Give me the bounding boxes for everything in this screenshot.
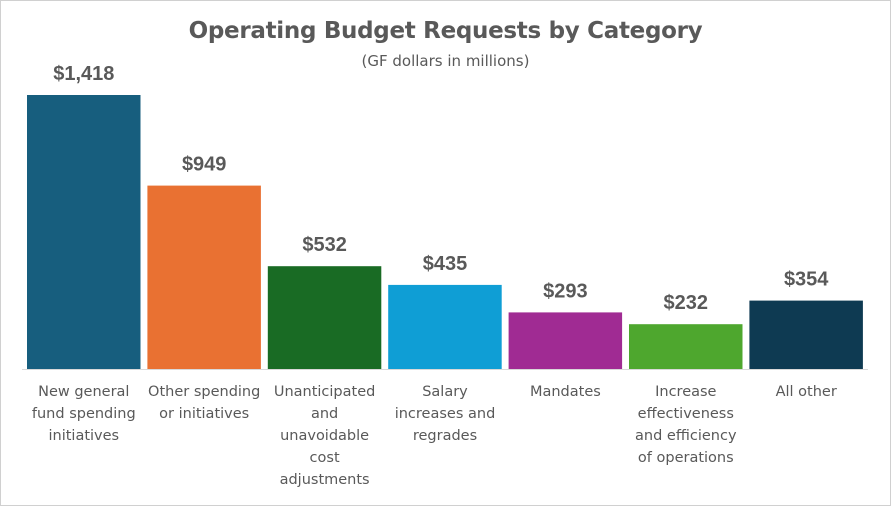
category-label-line: increases and xyxy=(394,406,496,422)
category-label-line: and xyxy=(310,406,339,422)
bar xyxy=(508,312,623,369)
category-label: Mandates xyxy=(500,381,630,403)
bar xyxy=(629,324,743,369)
category-label: Increase effectiveness and efficiency of op… xyxy=(621,381,751,469)
category-label-line: New general xyxy=(38,384,130,400)
category-label: All other xyxy=(741,381,871,403)
data-label: $232 xyxy=(664,292,709,314)
category-label-line: Unanticipated xyxy=(273,384,376,400)
data-label: $1,418 xyxy=(53,63,114,85)
category-label-line: Salary xyxy=(422,384,468,400)
data-label: $435 xyxy=(423,253,468,275)
category-label-line: Increase xyxy=(655,384,717,400)
data-label: $532 xyxy=(302,234,347,256)
category-label-line: initiatives xyxy=(48,428,120,444)
category-label-line: regrades xyxy=(412,428,478,444)
data-label: $949 xyxy=(182,154,227,176)
category-label-line: or initiatives xyxy=(159,406,250,422)
category-label-line: Other spending xyxy=(148,384,261,400)
category-label: Unanticipated and unavoidable cost adjustmen… xyxy=(260,381,390,491)
category-label: Other spending or initiatives xyxy=(139,381,269,425)
category-label-line: Mandates xyxy=(529,384,601,400)
bar xyxy=(27,95,141,369)
category-label-line: unavoidable xyxy=(280,428,370,444)
category-label: New general fund spending initiatives xyxy=(19,381,149,447)
bar xyxy=(749,300,863,369)
bar xyxy=(388,284,502,369)
category-label-line: effectiveness xyxy=(637,406,734,422)
category-label-line: cost xyxy=(309,450,340,466)
data-label: $293 xyxy=(543,280,588,302)
category-label: Salary increases and regrades xyxy=(380,381,510,447)
bar xyxy=(267,266,382,369)
category-label-line: adjustments xyxy=(279,472,370,488)
category-label-line: of operations xyxy=(637,450,734,466)
bar xyxy=(147,185,261,369)
category-label-line: and efficiency xyxy=(635,428,737,444)
category-label-line: fund spending xyxy=(31,406,136,422)
category-label-line: All other xyxy=(775,384,837,400)
chart-title: Operating Budget Requests by Category xyxy=(188,18,703,44)
data-label: $354 xyxy=(784,269,829,291)
chart-subtitle: (GF dollars in millions) xyxy=(361,52,530,70)
